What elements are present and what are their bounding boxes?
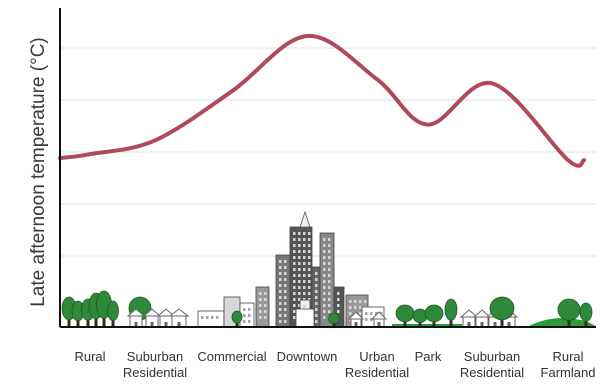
x-tick-label: Commercial bbox=[197, 349, 266, 364]
house-icon bbox=[472, 309, 492, 328]
x-tick-label: Suburban Residential bbox=[460, 349, 524, 380]
building-icon bbox=[239, 302, 255, 328]
house-icon bbox=[142, 308, 162, 328]
house-icon bbox=[459, 309, 479, 328]
x-tick-label: Rural Farmland bbox=[541, 349, 596, 380]
x-tick-label: Suburban Residential bbox=[123, 349, 187, 380]
cityscape-illustration bbox=[61, 210, 596, 328]
farmland-hill bbox=[527, 318, 596, 327]
house-icon bbox=[168, 308, 190, 328]
x-tick-labels: Rural Suburban Residential Commercial Downto… bbox=[74, 349, 595, 380]
x-tick-label: Downtown bbox=[277, 349, 338, 364]
spire-icon bbox=[299, 210, 311, 228]
building-icon bbox=[295, 308, 315, 328]
y-axis-label: Late afternoon temperature (°C) bbox=[28, 37, 49, 307]
x-tick-label: Park bbox=[415, 349, 442, 364]
tree-icon bbox=[444, 298, 458, 327]
skyscraper-icon bbox=[275, 254, 291, 328]
tree-icon bbox=[424, 304, 444, 327]
tree-icon bbox=[107, 300, 119, 327]
x-tick-label: Rural bbox=[74, 349, 105, 364]
building-icon bbox=[197, 310, 225, 328]
x-tick-label: Urban Residential bbox=[345, 349, 409, 380]
gridlines bbox=[60, 47, 596, 257]
park-ground bbox=[392, 324, 462, 327]
tree-icon bbox=[395, 304, 415, 327]
tree-icon bbox=[231, 310, 243, 327]
temperature-curve bbox=[58, 33, 586, 168]
tree-icon bbox=[489, 296, 515, 327]
building-icon bbox=[255, 286, 270, 328]
tree-icon bbox=[328, 312, 340, 327]
skyscraper-icon bbox=[319, 232, 335, 328]
tree-icon bbox=[579, 302, 593, 327]
